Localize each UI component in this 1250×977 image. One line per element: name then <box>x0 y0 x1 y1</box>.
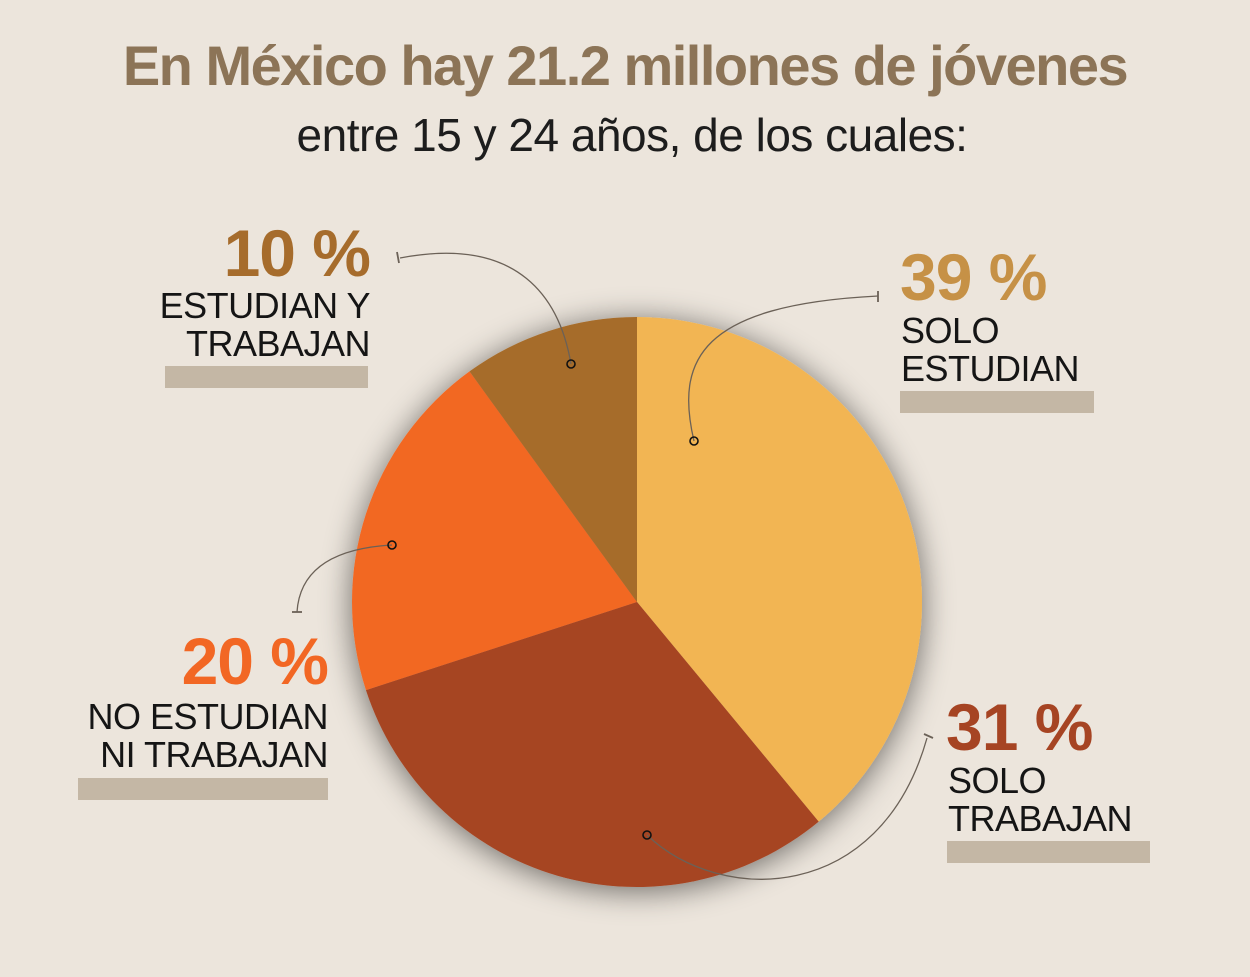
category-label-line-1: NO ESTUDIAN <box>87 696 328 737</box>
label-underbar-estudian-y-trabajan <box>165 366 368 388</box>
slice-no-estudian-ni-trabajan <box>352 371 637 691</box>
connector-solo-trabajan-dot <box>642 830 652 840</box>
connector-solo-estudian-curve <box>688 295 879 442</box>
slice-solo-trabajan <box>365 602 819 888</box>
category-label-solo-estudian: SOLO ESTUDIAN <box>901 310 1080 389</box>
connector-solo-estudian-dot <box>689 436 699 446</box>
connector-estudian-y-trabajan <box>396 251 576 369</box>
value-label-no-estudian-ni-trabajan: 20 % <box>181 624 329 698</box>
category-label-line-1: SOLO <box>901 310 1000 351</box>
connector-estudian-y-trabajan-dot <box>566 359 576 369</box>
slice-solo-estudian <box>637 317 923 822</box>
connector-estudian-y-trabajan-curve <box>399 252 572 365</box>
connector-estudian-y-trabajan-tick <box>396 251 400 264</box>
chart-subtitle: entre 15 y 24 años, de los cuales: <box>296 109 968 161</box>
chart-title: En México hay 21.2 millones de jóvenes <box>122 34 1129 97</box>
connector-no-estudian-ni-trabajan-dot <box>387 540 397 550</box>
value-label-solo-estudian: 39 % <box>900 240 1047 314</box>
connector-solo-trabajan <box>642 733 934 880</box>
category-label-line-1: SOLO <box>948 760 1047 801</box>
category-label-line-2: NI TRABAJAN <box>100 734 328 775</box>
value-label-solo-trabajan: 31 % <box>946 690 1093 764</box>
label-underbar-solo-trabajan <box>947 841 1150 863</box>
connector-no-estudian-ni-trabajan <box>292 540 397 613</box>
connector-solo-estudian <box>688 291 879 446</box>
category-label-line-2: TRABAJAN <box>948 798 1133 839</box>
category-label-line-1: ESTUDIAN Y <box>159 285 371 326</box>
category-label-solo-trabajan: SOLO TRABAJAN <box>948 760 1133 839</box>
connector-solo-trabajan-tick <box>923 733 934 739</box>
category-label-line-2: TRABAJAN <box>185 323 371 364</box>
connector-solo-trabajan-curve <box>646 737 928 880</box>
value-label-estudian-y-trabajan: 10 % <box>223 216 371 290</box>
label-underbar-solo-estudian <box>900 391 1094 413</box>
category-label-line-2: ESTUDIAN <box>901 348 1080 389</box>
category-label-estudian-y-trabajan: ESTUDIAN Y TRABAJAN <box>159 285 371 364</box>
label-underbar-no-estudian-ni-trabajan <box>78 778 328 800</box>
slice-estudian-y-trabajan <box>469 317 637 602</box>
category-label-no-estudian-ni-trabajan: NO ESTUDIAN NI TRABAJAN <box>87 698 328 774</box>
connector-no-estudian-ni-trabajan-curve <box>296 544 393 613</box>
